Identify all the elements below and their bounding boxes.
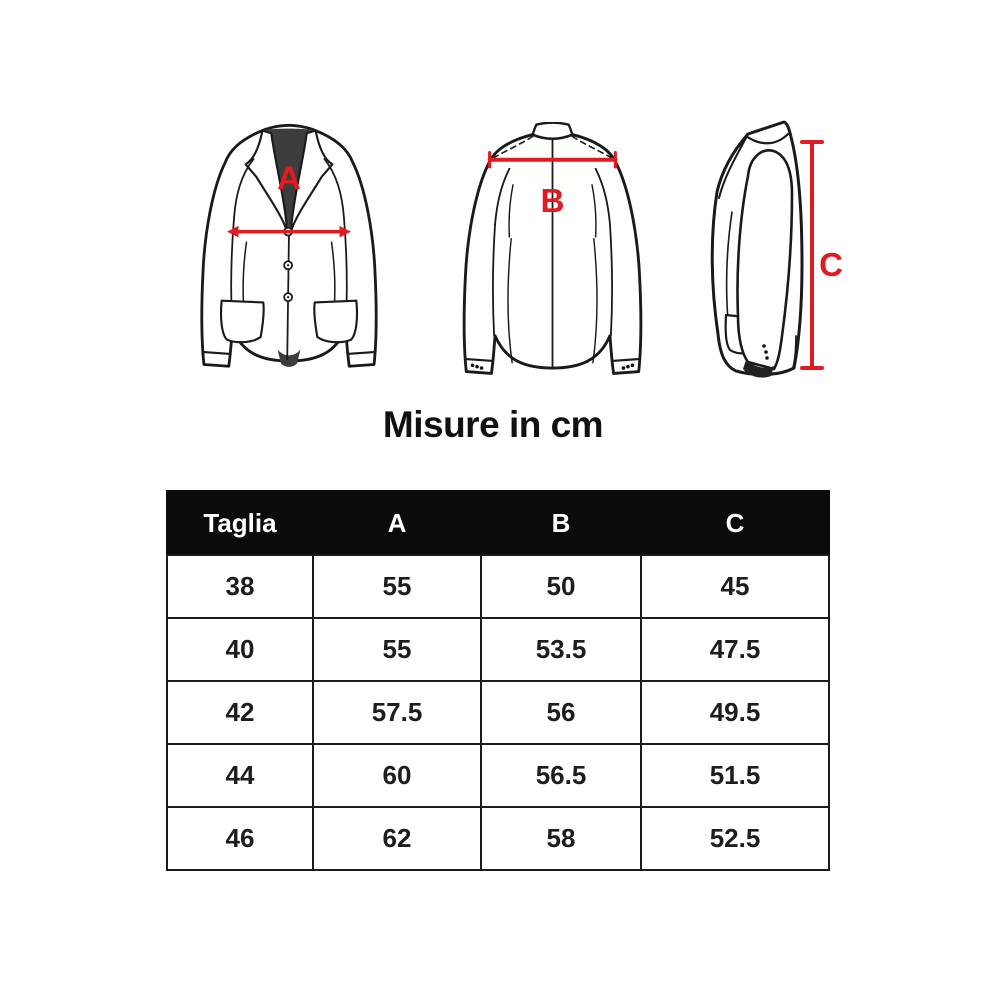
size-table: Taglia A B C 38 55 50 45 40 55 53.5 47.5… <box>166 490 830 871</box>
size-cell: 40 <box>166 617 314 682</box>
measure-b-arrow-icon <box>487 150 618 169</box>
jacket-front-outline <box>200 123 378 368</box>
col-header-c: C <box>640 490 830 556</box>
jacket-back-diagram: B <box>462 122 643 375</box>
measure-c-arrow-icon <box>800 140 824 370</box>
size-cell: 55 <box>312 617 482 682</box>
size-cell: 53.5 <box>480 617 642 682</box>
table-row: 38 55 50 45 <box>166 554 830 619</box>
table-row: 46 62 58 52.5 <box>166 806 830 871</box>
side-cuff-buttons <box>762 344 769 360</box>
jacket-front-diagram: A <box>200 123 378 368</box>
table-header-row: Taglia A B C <box>166 490 830 556</box>
size-cell: 52.5 <box>640 806 830 871</box>
size-cell: 49.5 <box>640 680 830 745</box>
front-pocket-right <box>313 299 359 344</box>
size-cell: 62 <box>312 806 482 871</box>
measure-c-label: C <box>819 246 843 283</box>
size-cell: 46 <box>166 806 314 871</box>
jacket-side-diagram: C <box>710 120 843 378</box>
size-cell: 38 <box>166 554 314 619</box>
table-row: 44 60 56.5 51.5 <box>166 743 830 808</box>
jacket-side-outline <box>710 120 804 378</box>
table-row: 40 55 53.5 47.5 <box>166 617 830 682</box>
front-pocket-left <box>219 299 265 344</box>
jacket-back-outline <box>462 122 643 375</box>
col-header-taglia: Taglia <box>166 490 314 556</box>
measure-a-label: A <box>277 159 301 196</box>
size-cell: 44 <box>166 743 314 808</box>
size-cell: 60 <box>312 743 482 808</box>
side-sleeve <box>736 149 794 371</box>
size-cell: 45 <box>640 554 830 619</box>
size-cell: 50 <box>480 554 642 619</box>
size-cell: 58 <box>480 806 642 871</box>
size-cell: 57.5 <box>312 680 482 745</box>
size-cell: 56 <box>480 680 642 745</box>
measure-b-label: B <box>541 183 565 220</box>
page-title: Misure in cm <box>382 404 604 445</box>
size-cell: 55 <box>312 554 482 619</box>
size-cell: 56.5 <box>480 743 642 808</box>
col-header-a: A <box>312 490 482 556</box>
side-cuff <box>743 360 774 378</box>
measure-a-arrow-icon <box>226 225 352 238</box>
size-cell: 47.5 <box>640 617 830 682</box>
back-cuff-buttons <box>470 363 635 370</box>
size-cell: 42 <box>166 680 314 745</box>
col-header-b: B <box>480 490 642 556</box>
table-row: 42 57.5 56 49.5 <box>166 680 830 745</box>
size-cell: 51.5 <box>640 743 830 808</box>
